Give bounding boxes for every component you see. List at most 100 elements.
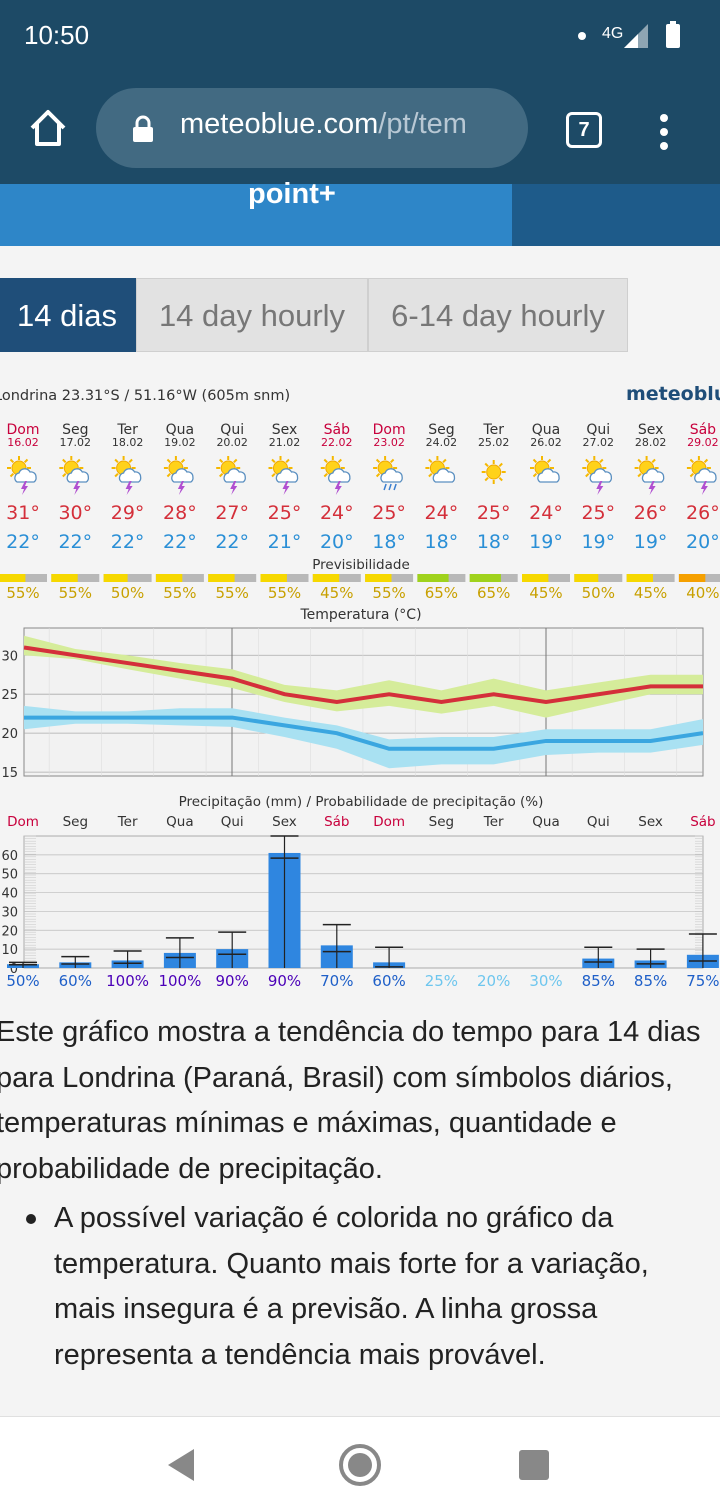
sun-ray	[114, 458, 119, 464]
back-icon[interactable]	[166, 1447, 198, 1483]
precip-day-name: Ter	[483, 814, 504, 830]
cloud	[694, 468, 717, 483]
precip-probability: 60%	[59, 972, 92, 990]
tab-14-dias[interactable]: 14 dias	[0, 278, 136, 352]
sun-disc	[486, 464, 502, 480]
lightning-bolt	[125, 481, 133, 495]
sun-ray	[484, 462, 489, 468]
tab-14-day-hourly[interactable]: 14 day hourly	[136, 278, 368, 352]
precip-tick-label: 40	[1, 887, 18, 902]
day-name: Seg	[428, 422, 454, 438]
min-temp-range-band	[24, 705, 703, 769]
point-plus-banner[interactable]: point+	[0, 178, 720, 246]
sun-cloud-thunder-icon	[320, 456, 351, 495]
predictability-value: 40%	[686, 584, 719, 602]
meteogram-chart: Londrina 23.31°S / 51.16°W (605m snm) me…	[0, 383, 720, 990]
predictability-fill	[417, 574, 449, 582]
predictability-fill	[626, 574, 653, 582]
url-path: /pt/tem	[378, 108, 467, 140]
precipitation-title: Precipitação (mm) / Probabilidade de pre…	[179, 794, 544, 810]
max-temp-label: 26°	[634, 502, 668, 524]
rain-drop	[393, 483, 397, 491]
lightning-bolt	[177, 481, 185, 495]
temp-tick-label: 25	[1, 688, 18, 703]
day-name: Sex	[272, 422, 298, 438]
overflow-menu-icon[interactable]	[652, 112, 676, 152]
banner-label: point+	[248, 178, 336, 210]
max-temp-label: 27°	[215, 502, 249, 524]
day-date: 20.02	[216, 436, 248, 449]
sun-cloud-thunder-icon	[686, 456, 717, 495]
max-temp-label: 25°	[268, 502, 302, 524]
sun-ray	[498, 462, 503, 468]
status-bar: 10:50 4G	[0, 0, 720, 76]
precip-day-name: Sáb	[690, 814, 715, 830]
precip-day-name: Qui	[587, 814, 610, 830]
sun-ray	[532, 458, 538, 464]
home-circle-icon[interactable]	[338, 1443, 382, 1487]
sun-ray	[323, 458, 328, 464]
max-temp-label: 25°	[581, 502, 615, 524]
banner-secondary	[512, 184, 720, 246]
sun-ray	[585, 472, 590, 478]
precip-probability: 90%	[216, 972, 249, 990]
predictability-fill	[51, 574, 78, 582]
day-date: 16.02	[7, 436, 39, 449]
precip-day-name: Qua	[166, 814, 193, 830]
sun-ray	[166, 472, 171, 478]
sun-ray	[599, 458, 604, 464]
day-name: Qui	[220, 422, 244, 438]
predictability-fill	[574, 574, 599, 582]
lightning-bolt	[334, 481, 342, 495]
day-date: 29.02	[687, 436, 719, 449]
predictability-value: 45%	[320, 584, 353, 602]
day-date: 27.02	[583, 436, 615, 449]
url-text: meteoblue.com/pt/tem	[180, 108, 467, 141]
precip-probability: 30%	[529, 972, 562, 990]
temp-tick-label: 20	[1, 727, 18, 742]
tab-switcher-button[interactable]: 7	[566, 112, 602, 148]
min-temp-label: 22°	[58, 531, 92, 553]
cloud	[118, 468, 142, 483]
max-temp-label: 24°	[529, 502, 563, 524]
min-temp-label: 19°	[529, 531, 563, 553]
min-temp-label: 19°	[634, 531, 668, 553]
temperature-title: Temperatura (°C)	[299, 607, 421, 623]
sun-cloud-thunder-icon	[7, 456, 37, 495]
sun-ray	[689, 472, 694, 478]
tab-6-14-day-hourly[interactable]: 6-14 day hourly	[368, 278, 628, 352]
precip-day-name: Qua	[532, 814, 559, 830]
url-domain: meteoblue.com	[180, 108, 379, 140]
lightning-bolt	[700, 481, 708, 495]
predictability-value: 65%	[477, 584, 510, 602]
max-temp-label: 25°	[372, 502, 406, 524]
sun-cloud-thunder-icon	[634, 456, 665, 495]
precip-day-name: Seg	[429, 814, 454, 830]
sun-cloud-rain-icon	[373, 456, 403, 491]
network-type: 4G	[602, 25, 623, 42]
home-icon[interactable]	[26, 106, 70, 150]
url-field[interactable]: meteoblue.com/pt/tem	[96, 88, 528, 168]
predictability-value: 55%	[216, 584, 249, 602]
sun-cloud-thunder-icon	[582, 456, 613, 495]
sun-ray	[651, 458, 656, 464]
recents-icon[interactable]	[518, 1449, 550, 1481]
sun-ray	[219, 458, 224, 464]
sun-ray	[114, 472, 119, 478]
sun-ray	[23, 458, 29, 464]
max-temp-label: 24°	[425, 502, 459, 524]
sun-ray	[219, 472, 224, 478]
max-temp-label: 24°	[320, 502, 354, 524]
cloud	[380, 468, 403, 483]
predictability-fill	[260, 574, 287, 582]
day-name: Dom	[7, 422, 40, 438]
precip-tick-label: 50	[1, 868, 18, 883]
sun-ray	[637, 472, 642, 478]
precip-day-name: Ter	[117, 814, 138, 830]
sun-ray	[375, 472, 381, 478]
sun-ray	[323, 472, 328, 478]
max-temp-label: 30°	[58, 502, 92, 524]
cloud	[537, 468, 560, 483]
sun-ray	[689, 458, 694, 464]
sun-ray	[62, 458, 67, 464]
